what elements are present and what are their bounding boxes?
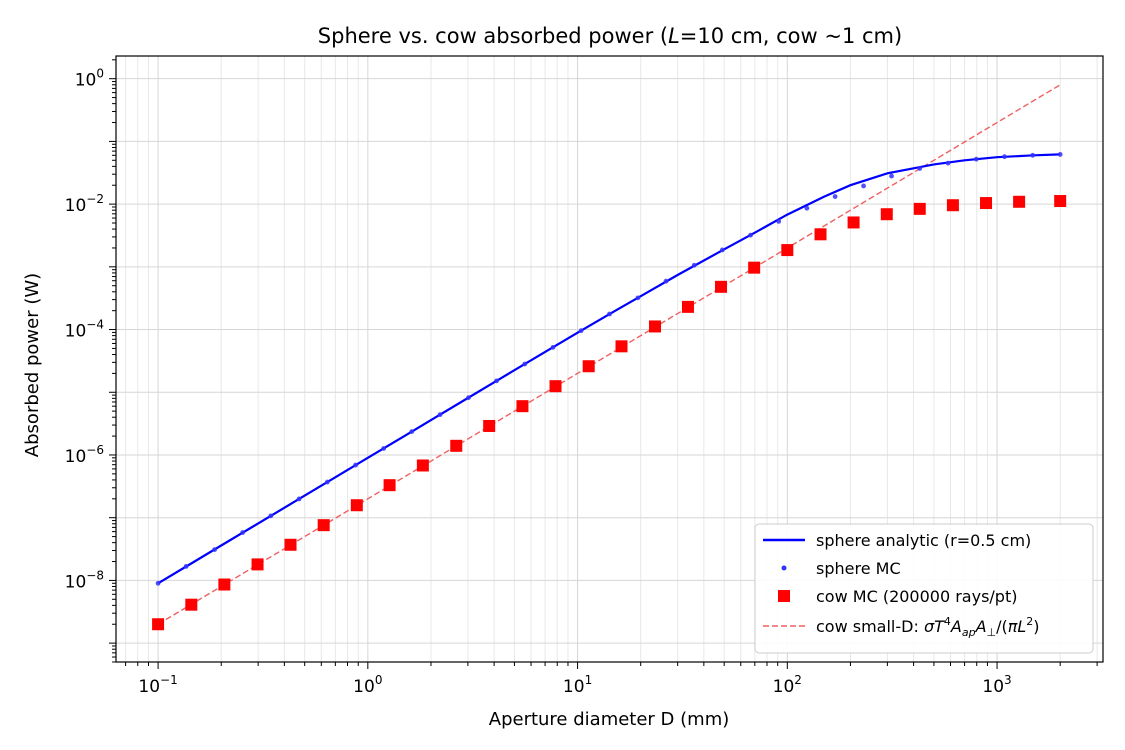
chart-title-variable: L <box>668 24 680 48</box>
cow-mc-marker <box>1013 195 1026 208</box>
sphere-mc-point <box>324 479 330 485</box>
sphere-mc-point <box>578 328 584 334</box>
cow-mc-marker <box>317 519 330 532</box>
cow-mc-marker <box>748 261 761 274</box>
sphere-mc-point <box>353 462 358 468</box>
cow-mc-marker <box>284 538 297 551</box>
sphere-mc-point <box>973 156 979 162</box>
chart-title-prefix: Sphere vs. cow absorbed power ( <box>318 24 668 48</box>
legend-label-sphere-analytic: sphere analytic (r=0.5 cm) <box>816 531 1031 550</box>
cow-mc-marker <box>152 618 165 631</box>
sphere-mc-point <box>550 344 556 350</box>
series-3 <box>157 84 1061 625</box>
cow-mc-marker <box>1054 195 1067 208</box>
x-axis-label: Aperture diameter D (mm) <box>489 709 730 730</box>
y-tick-label-1: 10−6 <box>65 443 104 467</box>
legend-entry-cow-small-d: cow small-D: σT4AapA⊥/(πL2) <box>763 615 1040 639</box>
plot-frame <box>115 55 1104 663</box>
x-tick-label-4: 103 <box>982 673 1011 697</box>
cow-mc-marker <box>880 208 893 221</box>
cow-mc-marker <box>383 479 396 492</box>
sphere-mc-point <box>861 183 866 189</box>
series-1 <box>155 152 1063 586</box>
legend-box <box>754 523 1094 654</box>
sphere-mc-point <box>691 262 697 268</box>
cow-mc-marker <box>218 578 231 591</box>
cow-mc-marker <box>847 216 860 229</box>
cow-mc-marker <box>814 228 827 241</box>
sphere-mc-point <box>268 513 274 519</box>
cow-mc-marker <box>681 300 694 313</box>
y-tick-label-4: 100 <box>75 67 104 91</box>
sphere-mc-point <box>212 547 218 552</box>
legend-entry-sphere-analytic: sphere analytic (r=0.5 cm) <box>763 531 1031 550</box>
legend-label-cow-mc: cow MC (200000 rays/pt) <box>816 587 1017 606</box>
axis-ticks: 10−1 100 101 102 103 10−8 10−6 10−4 10−2 100 <box>65 59 1098 697</box>
cow-mc-marker <box>251 558 264 571</box>
x-tick-label-1: 100 <box>353 673 382 697</box>
cow-mc-marker <box>913 202 926 215</box>
y-tick-label-3: 10−2 <box>65 192 104 216</box>
cow-mc-marker <box>350 499 363 512</box>
cow-mc-marker <box>649 320 662 333</box>
sphere-mc-point <box>663 278 669 284</box>
cow-mc-marker <box>582 360 595 373</box>
cow-mc-marker <box>549 380 562 393</box>
sphere-mc-point <box>155 580 161 586</box>
cow-mc-marker <box>715 280 728 293</box>
cow-mc-marker <box>416 459 429 472</box>
sphere-mc-point <box>381 446 387 451</box>
legend-swatch-sphere-mc <box>781 565 787 571</box>
cow-mc-marker <box>483 419 496 432</box>
cow-mc-marker <box>450 439 463 452</box>
cow-mc-marker <box>946 199 959 212</box>
sphere-mc-point <box>804 205 810 211</box>
sphere-mc-point <box>494 378 499 384</box>
sphere-mc-point <box>437 412 443 418</box>
legend-entry-cow-mc: cow MC (200000 rays/pt) <box>778 587 1017 606</box>
sphere-mc-point <box>296 496 302 502</box>
cow-mc-marker <box>185 598 198 611</box>
x-tick-label-3: 102 <box>773 673 802 697</box>
cow-small-d-line <box>157 84 1061 625</box>
legend-label-cow-small-d-text: cow small-D: <box>816 617 924 636</box>
sphere-mc-point <box>466 395 471 401</box>
sphere-mc-point <box>409 429 415 434</box>
legend-label-sphere-mc: sphere MC <box>816 559 901 578</box>
cow-mc-marker <box>516 400 529 413</box>
y-axis-label: Absorbed power (W) <box>22 273 43 457</box>
series-2 <box>152 195 1067 631</box>
sphere-mc-point <box>719 247 725 253</box>
cow-mc-marker <box>781 244 794 257</box>
sphere-mc-point <box>889 173 894 179</box>
x-tick-label-2: 101 <box>563 673 592 697</box>
legend: sphere analytic (r=0.5 cm) sphere MC cow… <box>754 523 1094 654</box>
y-tick-label-2: 10−4 <box>65 318 104 342</box>
legend-label-cow-small-d: cow small-D: σT4AapA⊥/(πL2) <box>816 615 1040 639</box>
sphere-mc-point <box>183 564 189 569</box>
sphere-mc-point <box>776 219 782 224</box>
sphere-mc-point <box>832 194 838 199</box>
sphere-mc-point <box>1002 154 1007 160</box>
legend-entry-sphere-mc: sphere MC <box>781 559 901 578</box>
sphere-mc-point <box>748 232 753 238</box>
sphere-mc-point <box>240 530 246 535</box>
sphere-mc-point <box>635 295 641 301</box>
sphere-mc-point <box>945 160 951 166</box>
sphere-mc-point <box>917 166 923 171</box>
sphere-mc-point <box>522 361 528 367</box>
sphere-mc-point <box>607 311 612 317</box>
legend-swatch-cow-mc <box>778 590 790 602</box>
plot-series <box>152 84 1067 631</box>
chart-title-suffix: =10 cm, cow ~1 cm) <box>680 24 902 48</box>
sphere-mc-point <box>1057 152 1063 157</box>
cow-mc-marker <box>615 340 628 353</box>
sphere-mc-point <box>1030 152 1036 158</box>
cow-mc-marker <box>980 197 993 210</box>
y-tick-label-0: 10−8 <box>65 568 104 592</box>
chart-title: Sphere vs. cow absorbed power (L=10 cm, … <box>318 24 902 48</box>
x-tick-label-0: 10−1 <box>138 673 177 697</box>
